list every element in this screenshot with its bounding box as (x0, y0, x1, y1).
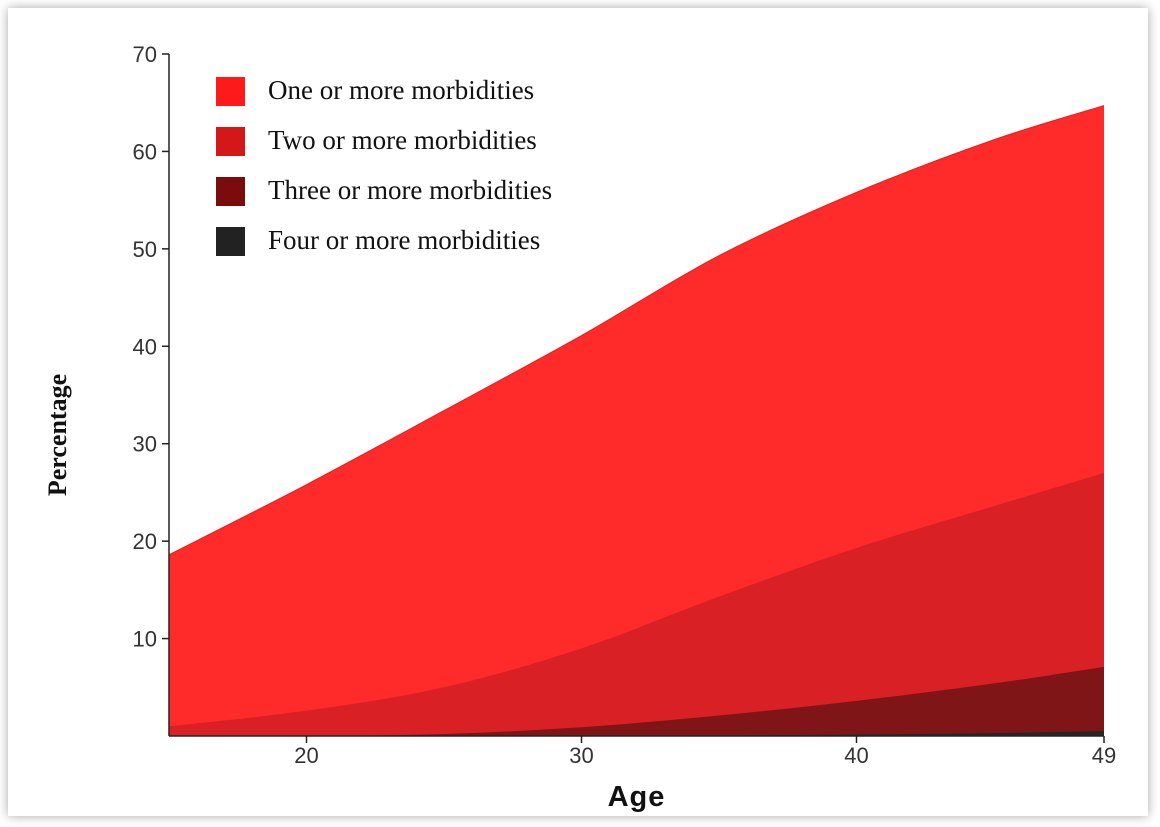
area-series-4 (169, 731, 1104, 737)
x-tick-label: 20 (294, 743, 318, 768)
legend-swatch-1 (216, 77, 245, 106)
y-tick-label: 20 (133, 529, 157, 554)
x-axis-title: Age (608, 781, 666, 813)
legend-label-3: Three or more morbidities (268, 175, 552, 205)
area-series-1-outline (168, 105, 1105, 556)
y-tick-label: 60 (133, 139, 157, 164)
legend-label-4: Four or more morbidities (268, 225, 540, 255)
area-series-3 (169, 666, 1104, 737)
y-tick-label: 70 (133, 42, 157, 67)
x-tick-label: 30 (569, 743, 593, 768)
x-tick-label: 40 (844, 743, 868, 768)
y-ticks-group: 10 20 30 40 50 60 70 (133, 42, 169, 652)
area-series-group (168, 105, 1105, 737)
axes-group (168, 54, 1104, 737)
legend-label-1: One or more morbidities (268, 75, 534, 105)
y-axis-title: Percentage (43, 374, 72, 496)
y-tick-label: 40 (133, 334, 157, 359)
legend-swatch-3 (216, 177, 245, 206)
y-tick-label: 50 (133, 237, 157, 262)
x-tick-label: 49 (1092, 743, 1116, 768)
legend-swatch-2 (216, 127, 245, 156)
y-tick-label: 10 (133, 627, 157, 652)
legend: One or more morbidities Two or more morbi… (216, 75, 552, 256)
legend-swatch-4 (216, 227, 245, 256)
legend-label-2: Two or more morbidities (268, 125, 537, 155)
x-ticks-group: 20 30 40 49 (294, 736, 1116, 768)
y-tick-label: 30 (133, 432, 157, 457)
area-series-2 (169, 472, 1104, 736)
